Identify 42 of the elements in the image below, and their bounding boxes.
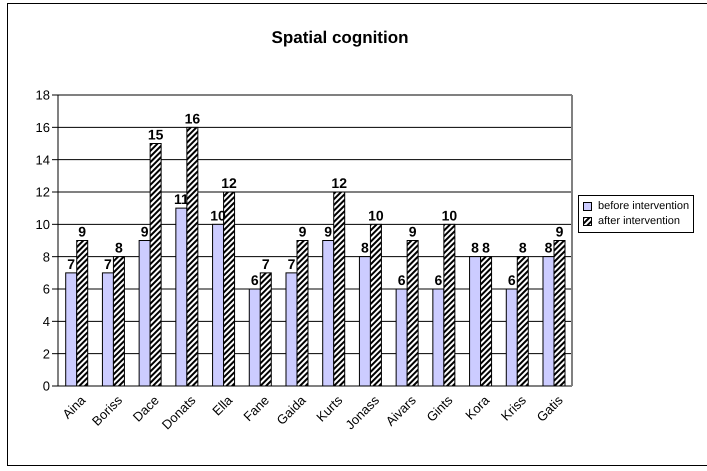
y-tick-label: 4 <box>42 314 50 329</box>
data-label: 9 <box>556 224 564 240</box>
data-label: 7 <box>104 256 112 272</box>
data-label: 8 <box>361 240 370 256</box>
data-label: 6 <box>398 272 406 288</box>
y-tick-label: 0 <box>42 378 50 394</box>
data-label: 16 <box>184 110 200 126</box>
data-label: 8 <box>115 240 124 256</box>
data-label: 8 <box>482 240 490 256</box>
data-label: 7 <box>262 256 270 272</box>
data-label: 7 <box>67 256 76 272</box>
y-tick-label: 14 <box>36 152 50 168</box>
legend-label: before intervention <box>598 198 690 214</box>
data-label: 10 <box>368 207 384 224</box>
y-tick-label: 18 <box>36 88 50 103</box>
legend-label: after intervention <box>598 214 680 228</box>
y-tick-label: 12 <box>36 184 50 200</box>
data-label: 12 <box>331 175 348 191</box>
x-tick-label: Ella <box>209 392 236 419</box>
chart-title: Spatial cognition <box>270 28 410 48</box>
data-label: 6 <box>250 272 259 288</box>
data-label: 9 <box>140 224 149 240</box>
data-label: 6 <box>434 272 442 288</box>
data-label: 8 <box>471 240 480 256</box>
data-label: 9 <box>78 224 86 240</box>
data-label: 8 <box>544 240 553 256</box>
x-tick-label: Aina <box>59 392 89 422</box>
data-label: 12 <box>221 175 238 191</box>
y-tick-label: 6 <box>42 282 50 297</box>
y-tick-label: 2 <box>42 346 50 362</box>
y-tick-label: 8 <box>42 249 50 264</box>
data-label: 15 <box>148 126 164 142</box>
data-label: 9 <box>408 224 417 240</box>
data-label: 9 <box>298 224 307 240</box>
x-tick-label: Kora <box>462 392 493 423</box>
y-tick-label: 16 <box>36 120 50 135</box>
y-tick-label: 10 <box>36 216 50 232</box>
data-label: 9 <box>324 224 332 240</box>
data-label: 10 <box>442 207 458 224</box>
data-label: 7 <box>288 256 296 272</box>
data-label: 6 <box>508 272 516 288</box>
data-label: 8 <box>518 240 527 256</box>
